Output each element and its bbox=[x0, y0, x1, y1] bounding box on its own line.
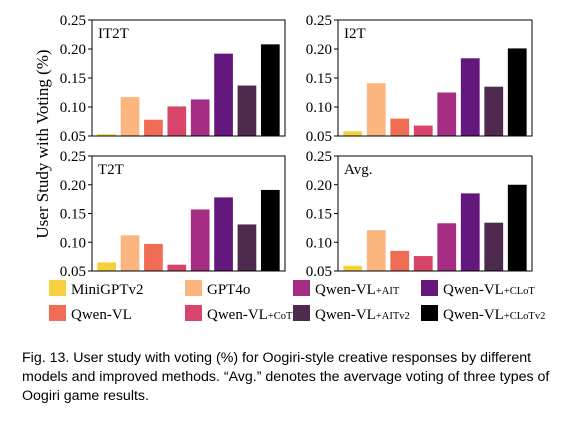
y-tick-label: 0.25 bbox=[60, 149, 86, 165]
legend: MiniGPTv2 GPT4o Qwen-VL+AIT Qwen-VL+CLoT Qwe… bbox=[49, 280, 545, 323]
bar-it2t-1 bbox=[120, 97, 140, 136]
figure-caption: Fig. 13. User study with voting (%) for … bbox=[22, 350, 550, 404]
y-tick-label: 0.15 bbox=[60, 207, 86, 223]
y-tick-label: 0.15 bbox=[306, 71, 332, 87]
bar-i2t-4 bbox=[437, 92, 457, 136]
bar-it2t-4 bbox=[190, 99, 210, 136]
y-tick-label: 0.10 bbox=[306, 235, 332, 251]
bar-i2t-7 bbox=[507, 48, 527, 136]
legend-item: GPT4o bbox=[185, 280, 250, 298]
chart-panels: 0.05 0.10 0.15 0.20 0.25 IT2T 0.05 0.10 0.15 0.20… bbox=[60, 13, 533, 280]
legend-label: Qwen-VL+CLoT bbox=[443, 282, 535, 298]
panel-0: 0.05 0.10 0.15 0.20 0.25 IT2T bbox=[60, 13, 286, 145]
y-tick-label: 0.05 bbox=[60, 129, 86, 145]
legend-swatch bbox=[293, 305, 310, 321]
legend-swatch bbox=[185, 280, 202, 296]
panel-1: 0.05 0.10 0.15 0.20 0.25 I2T bbox=[306, 13, 533, 145]
bar-i2t-6 bbox=[484, 86, 504, 136]
bar-avg-6 bbox=[484, 222, 504, 271]
y-tick-label: 0.25 bbox=[60, 13, 86, 29]
legend-swatch bbox=[185, 305, 202, 321]
legend-item: MiniGPTv2 bbox=[49, 280, 144, 298]
bar-t2t-6 bbox=[237, 224, 257, 271]
panel-title: IT2T bbox=[98, 26, 129, 42]
bar-t2t-0 bbox=[97, 262, 117, 272]
legend-swatch bbox=[49, 280, 66, 296]
y-tick-label: 0.20 bbox=[60, 42, 86, 58]
y-tick-label: 0.15 bbox=[60, 71, 86, 87]
bar-i2t-0 bbox=[343, 131, 363, 136]
bar-i2t-1 bbox=[366, 83, 386, 136]
panel-title: I2T bbox=[344, 26, 366, 42]
bar-t2t-2 bbox=[144, 243, 163, 271]
legend-item: Qwen-VL bbox=[49, 305, 132, 323]
panel-title: Avg. bbox=[344, 162, 372, 178]
bar-t2t-7 bbox=[260, 189, 280, 271]
y-tick-label: 0.20 bbox=[306, 178, 332, 194]
bar-avg-2 bbox=[390, 250, 410, 272]
legend-item: Qwen-VL+AITv2 bbox=[293, 305, 410, 323]
legend-label: Qwen-VL+AIT bbox=[315, 282, 400, 298]
legend-label: Qwen-VL+CLoTv2 bbox=[443, 307, 545, 323]
legend-swatch bbox=[49, 305, 66, 321]
bar-avg-4 bbox=[437, 223, 457, 271]
legend-item: Qwen-VL+AIT bbox=[293, 280, 400, 298]
legend-label: Qwen-VL+AITv2 bbox=[315, 307, 410, 323]
bar-it2t-7 bbox=[260, 44, 280, 136]
bar-i2t-5 bbox=[460, 58, 480, 136]
bar-i2t-2 bbox=[390, 118, 410, 136]
y-tick-label: 0.10 bbox=[306, 100, 332, 116]
bar-it2t-6 bbox=[237, 85, 257, 136]
y-tick-label: 0.10 bbox=[60, 100, 86, 116]
y-tick-label: 0.05 bbox=[306, 264, 332, 280]
y-tick-label: 0.20 bbox=[60, 178, 86, 194]
bar-t2t-4 bbox=[190, 209, 210, 271]
y-axis-label: User Study with Voting (%) bbox=[33, 49, 52, 238]
panel-3: 0.05 0.10 0.15 0.20 0.25 Avg. bbox=[306, 149, 533, 280]
y-tick-label: 0.20 bbox=[306, 42, 332, 58]
bar-chart-figure: User Study with Voting (%) 0.050.100.150… bbox=[33, 13, 545, 323]
legend-item: Qwen-VL+CLoT bbox=[421, 280, 535, 298]
bar-it2t-3 bbox=[167, 106, 187, 136]
bar-it2t-5 bbox=[214, 53, 233, 136]
legend-item: Qwen-VL+CoT bbox=[185, 305, 293, 323]
y-tick-label: 0.05 bbox=[306, 129, 332, 145]
legend-item: Qwen-VL+CLoTv2 bbox=[421, 305, 545, 323]
y-tick-label: 0.15 bbox=[306, 207, 332, 223]
y-tick-label: 0.10 bbox=[60, 235, 86, 251]
panel-title: T2T bbox=[98, 162, 124, 178]
legend-label: MiniGPTv2 bbox=[71, 282, 144, 298]
legend-swatch bbox=[421, 305, 438, 321]
bar-it2t-0 bbox=[97, 134, 117, 136]
y-tick-label: 0.05 bbox=[60, 264, 86, 280]
bar-avg-7 bbox=[507, 184, 527, 271]
legend-label: Qwen-VL bbox=[71, 307, 132, 323]
bar-it2t-2 bbox=[144, 119, 163, 136]
bar-t2t-5 bbox=[214, 197, 233, 271]
bar-avg-5 bbox=[460, 193, 480, 272]
y-tick-label: 0.25 bbox=[306, 149, 332, 165]
bar-i2t-3 bbox=[413, 125, 433, 136]
bar-avg-0 bbox=[343, 265, 363, 271]
bar-avg-1 bbox=[366, 230, 386, 271]
y-tick-label: 0.25 bbox=[306, 13, 332, 29]
bar-avg-3 bbox=[413, 256, 433, 271]
legend-swatch bbox=[293, 280, 310, 296]
bar-t2t-1 bbox=[120, 235, 140, 271]
panel-2: 0.05 0.10 0.15 0.20 0.25 T2T bbox=[60, 149, 286, 280]
bar-t2t-3 bbox=[167, 264, 187, 271]
legend-swatch bbox=[421, 280, 438, 296]
legend-label: Qwen-VL+CoT bbox=[207, 307, 293, 323]
legend-label: GPT4o bbox=[207, 282, 250, 298]
